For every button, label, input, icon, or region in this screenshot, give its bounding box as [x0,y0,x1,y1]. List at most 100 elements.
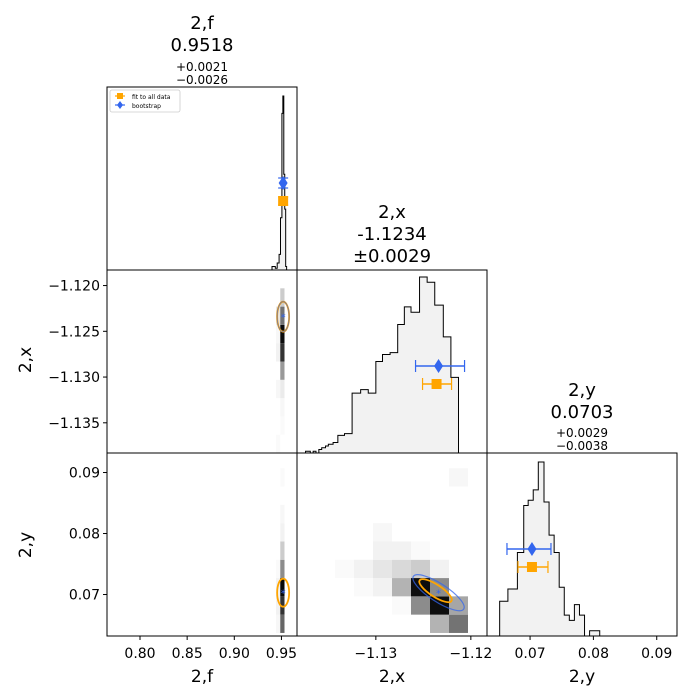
x-left-tick-label: −1.135 [48,416,100,432]
y-bottom-tick-label: 0.09 [641,646,672,662]
hist2d-cell [280,614,285,633]
panel-2d-f-y: * 0.07 0.08 0.09 0.80 0.85 0.90 0.95 [69,452,298,662]
hist-fill-y [487,462,677,636]
xaxis-label-x: 2,x [379,667,405,687]
hist2d-cell [354,559,373,579]
hist2d-cell [276,614,281,633]
hist2d-cell [335,559,354,579]
hist2d-cell [280,343,285,362]
plot-area: * [276,468,291,633]
bootstrap-y-marker [527,542,537,556]
x-left-tick-label: −1.130 [48,370,100,386]
center-star-x-y: * [436,589,441,600]
plot-area: * [276,288,291,453]
title-x-label: 2,x [378,202,406,223]
hist2d-cell [280,398,285,417]
title-y-err-minus: −0.0038 [556,439,608,453]
hist2d-cell [276,434,281,453]
hist2d-cell [276,596,281,615]
legend-fit-marker [117,93,123,99]
hist2d-cell [449,468,468,487]
x-bottom-tick-label: −1.13 [354,646,397,662]
legend: fit to all data bootstrap [109,89,181,113]
legend-bootstrap-marker [117,101,123,109]
hist-step-y [487,461,677,636]
hist2d-cell [280,541,285,560]
bootstrap-x-marker [434,359,444,373]
hist2d-cell [280,361,285,380]
y-left-tick-label: 0.07 [69,588,100,604]
title-y-err-plus: +0.0029 [556,426,608,440]
panel-hist-x [296,269,488,454]
legend-frame [109,89,181,113]
fit-y-marker [526,562,537,572]
hist2d-cell [280,324,285,344]
title-x: 2,x -1.1234 ±0.0029 [353,202,431,267]
fit-x-marker [431,379,442,389]
title-y-label: 2,y [568,380,596,401]
hist2d-cell [411,578,430,597]
panel-2d-x-y: * −1.13 −1.12 [296,452,492,662]
hist2d-cell [280,596,285,615]
xaxis-label-y: 2,y [569,667,595,687]
hist2d-cell [373,541,392,560]
title-f-value: 0.9518 [171,35,234,56]
panel-frame [106,86,298,271]
hist2d-cell [373,559,392,579]
y-left-tick-label: 0.09 [69,466,100,482]
hist2d-cell [373,523,392,542]
hist2d-cell [276,306,281,325]
xaxis-label-f: 2,f [191,667,214,687]
fit-f-marker [278,196,289,206]
fit-ellipse-f-y [276,577,291,608]
hist2d-cell [392,541,411,560]
y-left-tick-label: 0.08 [69,527,100,543]
hist2d-cell [430,559,449,579]
hist2d-cell [373,578,392,597]
panel-frame [106,452,298,637]
x-bottom-tick-label: −1.12 [449,646,492,662]
title-y-value: 0.0703 [551,402,614,423]
plot-area [261,95,297,270]
x-left-tick-label: −1.120 [48,279,100,295]
title-y: 2,y 0.0703 +0.0029 −0.0038 [551,380,614,453]
center-star-f-x: * [281,313,286,324]
plot-area [487,461,677,636]
hist2d-cell [392,559,411,579]
hist2d-cell [430,614,449,633]
hist2d-cell [280,504,285,524]
hist2d-cell [411,596,430,615]
title-f-label: 2,f [190,13,214,34]
hist2d-cell [449,614,468,633]
panel-hist-y: 0.07 0.08 0.09 [486,452,678,662]
hist2d-cell [280,468,285,487]
hist-step-f [261,95,297,270]
center-star-f-y: * [281,589,286,600]
f-bottom-tick-label: 0.85 [172,646,203,662]
hist2d-cell [354,578,373,597]
hist2d-cell [280,559,285,579]
y-bottom-tick-label: 0.07 [514,646,545,662]
title-f-err-minus: −0.0026 [176,73,228,87]
panel-2d-f-x: * −1.120 −1.125 −1.130 −1.135 [48,269,298,454]
title-x-value: -1.1234 [357,224,426,245]
panel-frame [106,269,298,454]
title-f: 2,f 0.9518 +0.0021 −0.0026 [171,13,234,87]
f-bottom-tick-label: 0.90 [219,646,250,662]
panel-hist-f [106,86,298,271]
title-x-err: ±0.0029 [353,246,431,267]
yaxis-label-y: 2,y [16,532,36,558]
legend-bootstrap-label: bootstrap [132,103,161,110]
hist2d-cell [280,578,285,597]
hist2d-cell [280,416,285,435]
hist2d-cell [280,306,285,325]
hist2d-cell [411,559,430,579]
hist2d-cell [280,288,285,307]
hist2d-cell [280,523,285,542]
hist-step-x [297,276,467,453]
y-bottom-tick-label: 0.08 [578,646,609,662]
bootstrap-ellipse-x-y [412,574,465,612]
hist2d-cell [392,596,411,615]
bootstrap-ellipse-f-x [276,301,290,333]
